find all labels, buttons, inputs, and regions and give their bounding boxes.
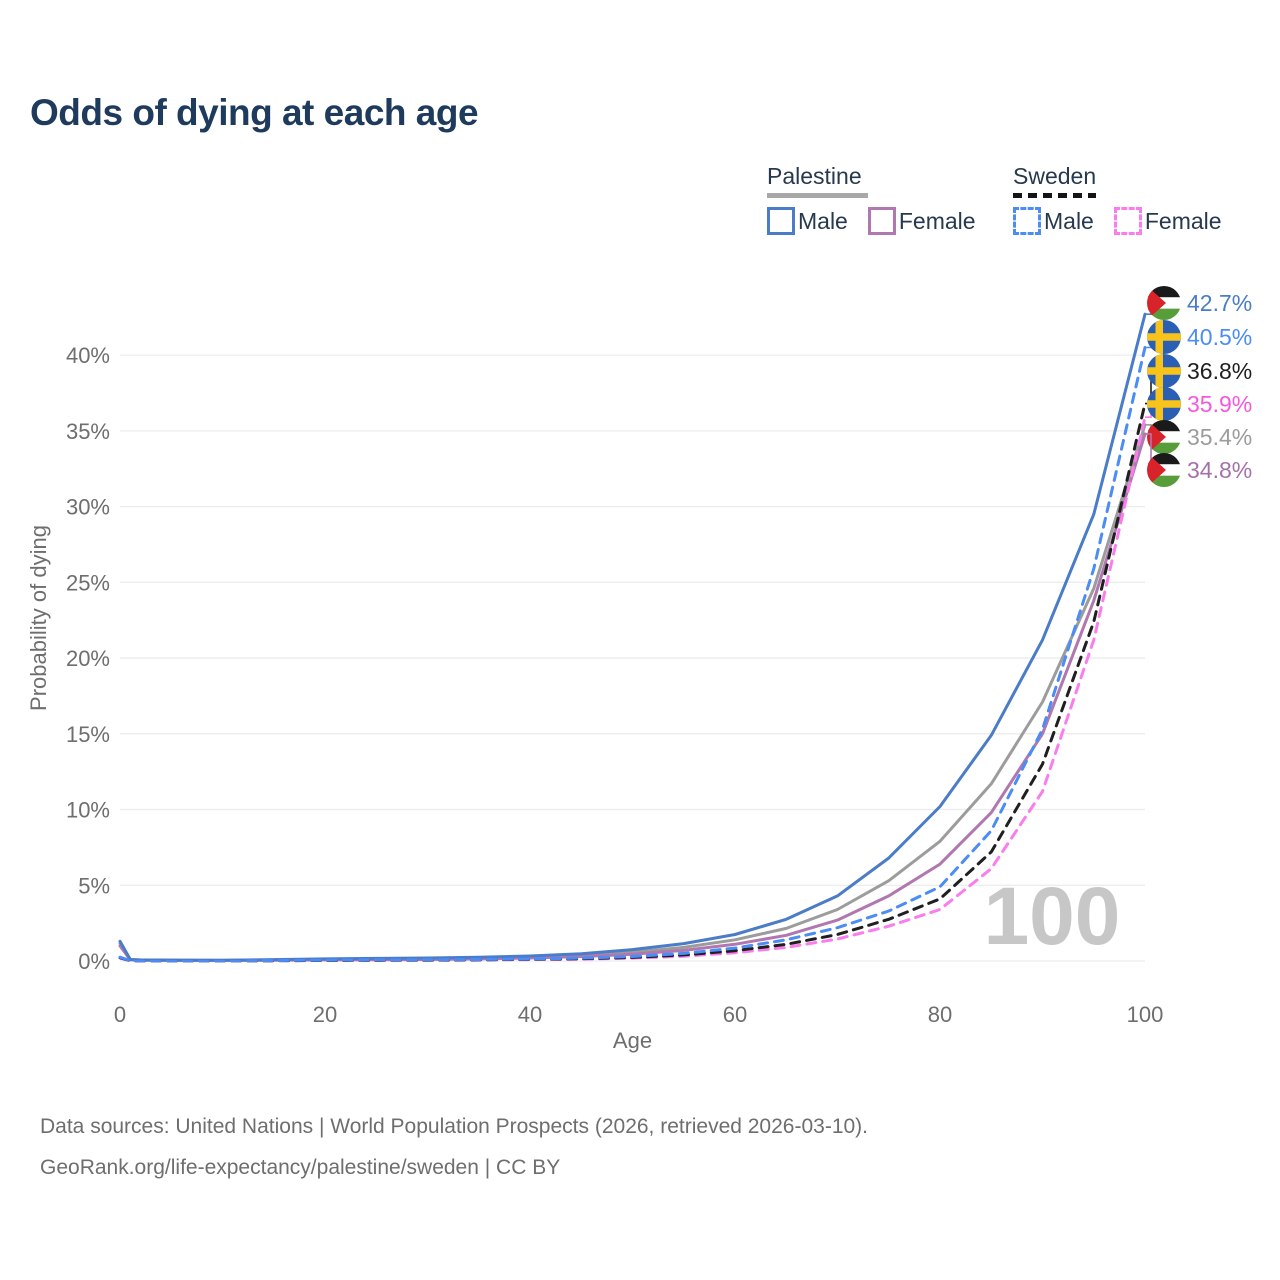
flag-palestine-icon — [1147, 420, 1181, 454]
legend-swatch-sweden-male — [1013, 207, 1041, 235]
end-label-sweden-female: 35.9% — [1145, 387, 1252, 421]
y-axis-tick-label: 30% — [66, 495, 110, 520]
x-axis-tick-label: 20 — [313, 1002, 337, 1027]
legend-item-sweden-male[interactable]: Male — [1013, 207, 1094, 235]
end-label-value: 35.4% — [1187, 424, 1252, 450]
legend-country-label-sweden: Sweden — [1013, 163, 1097, 189]
footer-attribution: GeoRank.org/life-expectancy/palestine/sw… — [40, 1156, 561, 1179]
legend-group-palestine: Palestine Male Female — [767, 163, 996, 235]
page-title: Odds of dying at each age — [30, 92, 479, 133]
end-label-value: 42.7% — [1187, 290, 1252, 316]
end-label-palestine-female: 34.8% — [1145, 433, 1252, 487]
end-label-sweden-both: 36.8% — [1145, 354, 1252, 405]
y-axis-tick-label: 35% — [66, 419, 110, 444]
end-label-value: 36.8% — [1187, 358, 1252, 384]
legend-swatch-sweden-female — [1113, 207, 1142, 235]
legend-label-palestine-female: Female — [898, 207, 976, 234]
gridlines: 0% 5% 10% 15% 20% 25% 30% 35% 40% — [66, 343, 1145, 974]
end-label-value: 40.5% — [1187, 324, 1252, 350]
footer: Data sources: United Nations | World Pop… — [40, 1106, 868, 1188]
legend-item-palestine-female[interactable]: Female — [867, 207, 976, 235]
end-label-value: 34.8% — [1187, 457, 1252, 483]
y-axis-tick-label: 40% — [66, 343, 110, 368]
age-watermark: 100 — [984, 871, 1121, 962]
series-line-sweden-male[interactable] — [118, 346, 1147, 963]
y-axis-tick-label: 20% — [66, 646, 110, 671]
legend-item-palestine-male[interactable]: Male — [767, 207, 848, 235]
x-axis-tick-label: 100 — [1127, 1002, 1164, 1027]
flag-sweden-icon — [1147, 320, 1181, 354]
legend-label-sweden-male: Male — [1044, 207, 1094, 234]
y-axis-title: Probability of dying — [26, 525, 51, 711]
y-axis-tick-label: 10% — [66, 798, 110, 823]
flag-palestine-icon — [1147, 453, 1181, 487]
flag-sweden-icon — [1147, 387, 1181, 421]
x-axis-tick-label: 60 — [723, 1002, 747, 1027]
x-axis-title: Age — [613, 1028, 652, 1053]
y-axis-tick-label: 5% — [78, 873, 110, 898]
y-axis-tick-label: 0% — [78, 949, 110, 974]
end-label-sweden-male: 40.5% — [1145, 320, 1252, 354]
legend-group-sweden: Sweden Male Female — [1013, 163, 1242, 235]
legend-item-sweden-female[interactable]: Female — [1113, 207, 1222, 235]
legend-country-label-palestine: Palestine — [767, 163, 862, 189]
legend-underline-sweden — [1013, 193, 1096, 198]
end-label-palestine-both: 35.4% — [1145, 420, 1252, 454]
flag-sweden-icon — [1147, 354, 1181, 388]
legend-label-sweden-female: Female — [1144, 207, 1222, 234]
series-line-palestine-male[interactable] — [118, 312, 1147, 962]
flag-palestine-icon — [1147, 286, 1181, 320]
end-label-value: 35.9% — [1187, 391, 1252, 417]
x-axis-tick-label: 40 — [518, 1002, 542, 1027]
footer-data-sources: Data sources: United Nations | World Pop… — [40, 1115, 869, 1138]
legend-swatch-palestine-female — [867, 207, 896, 235]
x-axis-tick-label: 80 — [928, 1002, 952, 1027]
x-axis-tick-label: 0 — [114, 1002, 126, 1027]
end-label-palestine-male: 42.7% — [1145, 286, 1252, 320]
legend-label-palestine-male: Male — [798, 207, 848, 234]
y-axis-tick-label: 25% — [66, 570, 110, 595]
legend-underline-palestine — [767, 193, 868, 198]
y-axis-tick-label: 15% — [66, 722, 110, 747]
legend-swatch-palestine-male — [767, 207, 795, 235]
